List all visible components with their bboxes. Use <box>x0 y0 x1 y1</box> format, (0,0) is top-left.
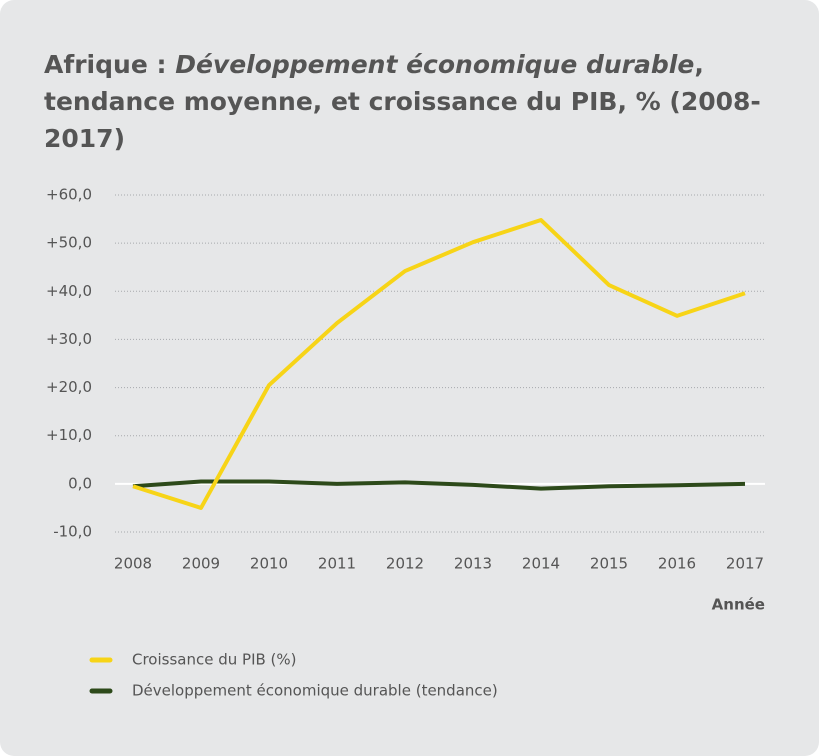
title-part: Développement économique durable <box>175 50 695 79</box>
y-tick-label: +20,0 <box>46 378 92 396</box>
x-tick-label: 2016 <box>658 555 696 573</box>
x-tick-label: 2008 <box>114 555 152 573</box>
chart-title: Afrique : Développement économique durab… <box>44 46 784 157</box>
x-tick-label: 2013 <box>454 555 492 573</box>
y-tick-label: +50,0 <box>46 234 92 252</box>
y-tick-label: +40,0 <box>46 282 92 300</box>
x-tick-label: 2011 <box>318 555 356 573</box>
y-tick-label: -10,0 <box>53 523 92 541</box>
x-tick-label: 2009 <box>182 555 220 573</box>
y-tick-label: +30,0 <box>46 330 92 348</box>
x-tick-label: 2015 <box>590 555 628 573</box>
x-tick-label: 2014 <box>522 555 560 573</box>
y-tick-label: +10,0 <box>46 426 92 444</box>
legend-label: Développement économique durable (tendan… <box>132 682 498 700</box>
legend-label: Croissance du PIB (%) <box>132 651 297 669</box>
y-tick-label: +60,0 <box>46 186 92 204</box>
title-part: , tendance moyenne, et croissance du PIB… <box>44 50 761 153</box>
x-tick-label: 2010 <box>250 555 288 573</box>
series-line <box>132 479 746 491</box>
x-axis-label: Année <box>712 596 765 614</box>
title-part: Afrique : <box>44 50 176 79</box>
series-line <box>132 218 746 510</box>
y-tick-label: 0,0 <box>68 474 92 492</box>
x-tick-label: 2012 <box>386 555 424 573</box>
x-tick-label: 2017 <box>726 555 764 573</box>
